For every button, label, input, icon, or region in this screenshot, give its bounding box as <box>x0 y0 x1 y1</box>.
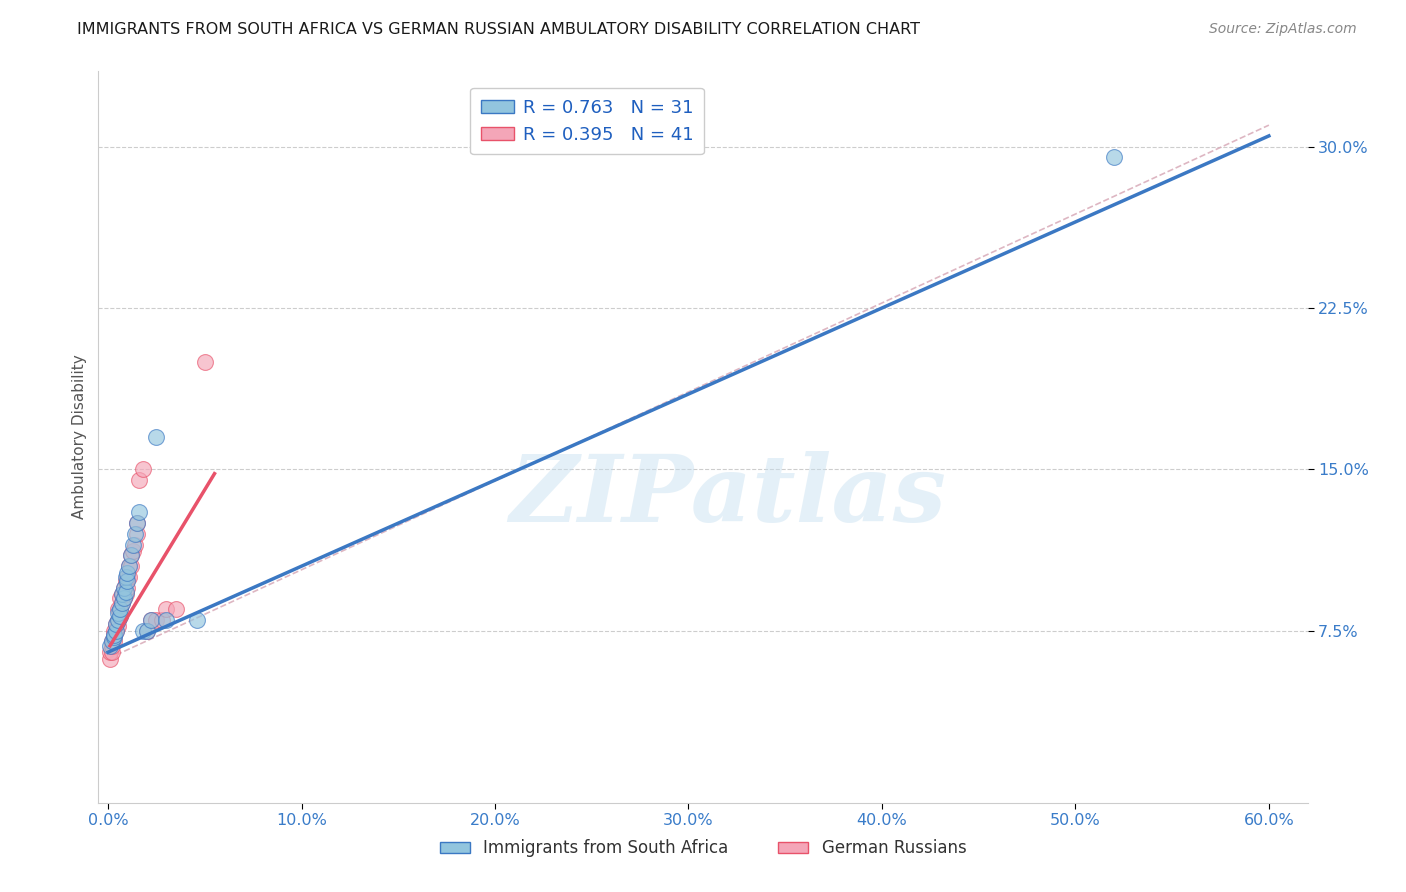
Point <box>101 639 124 653</box>
Point <box>194 355 217 369</box>
Point <box>127 516 149 530</box>
Point <box>114 570 136 584</box>
Point <box>127 516 149 530</box>
Point <box>108 602 131 616</box>
Point <box>128 473 150 487</box>
Point <box>132 624 155 638</box>
Point <box>165 602 187 616</box>
Point <box>124 538 146 552</box>
Point <box>103 628 125 642</box>
Point <box>107 613 129 627</box>
Point <box>117 574 139 589</box>
Point <box>127 527 149 541</box>
Point <box>98 651 121 665</box>
Point <box>104 617 127 632</box>
Point <box>108 608 131 623</box>
Point <box>108 608 131 623</box>
Point <box>107 607 129 621</box>
Point <box>101 634 124 648</box>
Point <box>114 574 136 589</box>
Point <box>139 613 162 627</box>
Point <box>98 645 121 659</box>
Point <box>114 587 136 601</box>
Point <box>120 549 142 563</box>
Point <box>112 581 135 595</box>
Point <box>103 624 125 638</box>
Point <box>117 581 139 595</box>
Point <box>98 639 121 653</box>
Point <box>103 630 125 644</box>
Y-axis label: Ambulatory Disability: Ambulatory Disability <box>72 355 87 519</box>
Point <box>101 634 124 648</box>
Point <box>104 624 127 638</box>
Point <box>132 462 155 476</box>
Point <box>122 538 145 552</box>
Point <box>135 624 157 638</box>
Point <box>155 613 177 627</box>
Point <box>107 602 129 616</box>
Point <box>111 587 134 601</box>
Point <box>111 587 134 601</box>
Point <box>108 602 131 616</box>
Point <box>112 581 135 595</box>
Point <box>186 613 208 627</box>
Point <box>104 617 127 632</box>
Text: IMMIGRANTS FROM SOUTH AFRICA VS GERMAN RUSSIAN AMBULATORY DISABILITY CORRELATION: IMMIGRANTS FROM SOUTH AFRICA VS GERMAN R… <box>77 22 921 37</box>
Point <box>118 559 141 574</box>
Point <box>107 613 129 627</box>
Point <box>117 566 139 580</box>
Point <box>114 585 136 599</box>
Point <box>122 544 145 558</box>
Point <box>155 602 177 616</box>
Point <box>120 559 142 574</box>
Point <box>145 430 167 444</box>
Point <box>111 596 134 610</box>
Text: ZIPatlas: ZIPatlas <box>509 450 946 541</box>
Point <box>124 527 146 541</box>
Point <box>118 559 141 574</box>
Point <box>120 549 142 563</box>
Point <box>108 591 131 606</box>
Point <box>145 613 167 627</box>
Point <box>104 624 127 638</box>
Point <box>112 591 135 606</box>
Point <box>103 634 125 648</box>
Point <box>117 570 139 584</box>
Point <box>150 613 173 627</box>
Point <box>128 505 150 519</box>
Point <box>139 613 162 627</box>
Point <box>101 645 124 659</box>
Point <box>111 596 134 610</box>
Text: Source: ZipAtlas.com: Source: ZipAtlas.com <box>1209 22 1357 37</box>
Point <box>112 591 135 606</box>
Point <box>135 624 157 638</box>
Point <box>103 628 125 642</box>
Point <box>107 619 129 633</box>
Point <box>118 570 141 584</box>
Legend: Immigrants from South Africa, German Russians: Immigrants from South Africa, German Rus… <box>433 832 973 864</box>
Point <box>1102 150 1125 164</box>
